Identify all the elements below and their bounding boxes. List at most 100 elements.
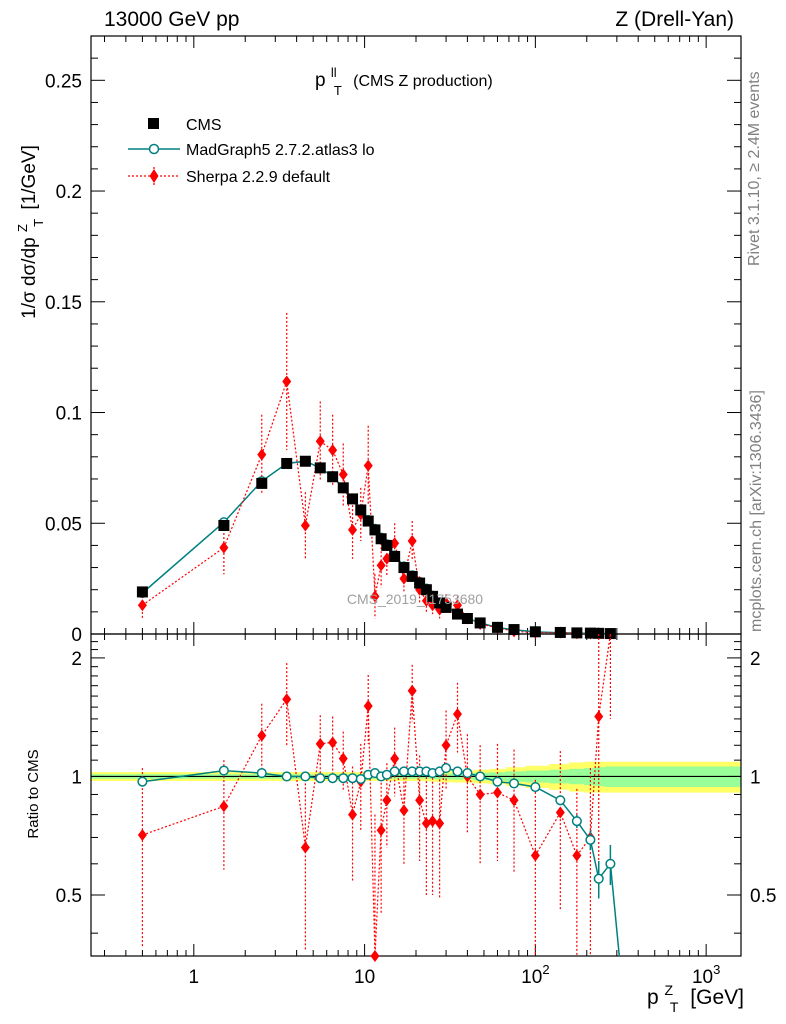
- madgraph-ratio-point: [398, 766, 409, 777]
- plot-title-var: p: [315, 70, 326, 91]
- cms-point: [355, 504, 367, 516]
- x-tick-label: 10: [354, 967, 375, 988]
- cms-point: [584, 627, 596, 639]
- y-tick-label-main: 0.2: [56, 182, 82, 203]
- sherpa-point: [348, 523, 358, 536]
- madgraph-ratio-point: [218, 765, 229, 776]
- madgraph-ratio-point: [300, 771, 311, 782]
- cms-point: [474, 617, 486, 629]
- cms-point: [218, 519, 230, 531]
- sherpa-ratio-point: [530, 849, 540, 862]
- sherpa-ratio-point: [328, 736, 338, 749]
- cms-point: [381, 539, 393, 551]
- madgraph-ratio-point: [256, 768, 267, 779]
- sherpa-ratio-point: [376, 824, 386, 837]
- axis-labels: 1 10 102 103 0 0.05 0.1 0.15 0.2 0.25 0.5 0.5 1 1 2 2: [45, 71, 776, 988]
- x-axis-label-unit: [GeV]: [690, 986, 744, 1009]
- sherpa-ratio-point: [300, 841, 310, 854]
- y-tick-label-ratio-right: 0.5: [750, 886, 776, 907]
- y-tick-label-ratio-right: 2: [750, 649, 761, 670]
- sherpa-ratio-point: [428, 815, 438, 828]
- sherpa-ratio-point: [219, 800, 229, 813]
- sherpa-point: [390, 537, 400, 550]
- header-left: 13000 GeV pp: [104, 8, 240, 31]
- legend-marker-cms: [148, 118, 159, 129]
- legend-label-sherpa: Sherpa 2.2.9 default: [186, 169, 331, 186]
- sherpa-ratio-point: [435, 817, 445, 830]
- sherpa-ratio-point: [415, 794, 425, 807]
- x-axis-label-sup: Z: [664, 982, 673, 998]
- madgraph-ratio-point: [492, 776, 503, 787]
- sherpa-point: [376, 559, 386, 572]
- madgraph-ratio-point: [585, 834, 596, 845]
- ratio-uncertainty-band: [91, 761, 741, 793]
- madgraph-ratio-point: [137, 776, 148, 787]
- cms-point: [440, 601, 452, 613]
- sherpa-point: [219, 541, 229, 554]
- cms-point: [398, 562, 410, 574]
- x-axis-label: p Z T [GeV]: [647, 977, 744, 1017]
- sherpa-ratio-point: [257, 729, 267, 742]
- legend-marker-madgraph: [148, 143, 160, 155]
- sherpa-ratio-line: [142, 633, 611, 957]
- madgraph-ratio-point: [530, 781, 541, 793]
- cms-point: [337, 482, 349, 494]
- sherpa-point: [399, 572, 409, 585]
- y-axis-label-main: 1/σ dσ/dp Z T [1/GeV]: [11, 145, 48, 319]
- y-axis-label-main-text: 1/σ dσ/dp: [19, 237, 40, 319]
- madgraph-ratio-point: [593, 873, 604, 884]
- series-cms: [136, 455, 616, 640]
- madgraph-ratio-point: [508, 778, 520, 789]
- sherpa-point: [257, 448, 267, 461]
- sherpa-point: [338, 468, 348, 481]
- sherpa-ratio-point: [407, 684, 417, 697]
- cms-point: [406, 570, 418, 582]
- sherpa-ratio-point: [338, 752, 348, 765]
- y-tick-label-main: 0.1: [56, 404, 82, 425]
- x-tick-label: 102: [521, 962, 549, 988]
- cms-point: [369, 524, 381, 536]
- cms-point: [136, 586, 148, 598]
- sherpa-ratio-point: [572, 849, 582, 862]
- sherpa-ratio-point: [348, 808, 358, 821]
- cms-point: [420, 584, 432, 596]
- x-axis-label-sub: T: [670, 999, 679, 1015]
- cms-point: [414, 577, 426, 589]
- madgraph-line: [141, 460, 611, 635]
- cms-point: [434, 597, 446, 609]
- madgraph-ratio-point: [462, 768, 473, 779]
- sherpa-point: [315, 435, 325, 448]
- sherpa-point: [328, 444, 338, 457]
- x-tick-label: 103: [692, 962, 720, 988]
- sherpa-ratio-point: [363, 699, 373, 712]
- sherpa-ratio-point: [390, 752, 400, 765]
- plot-title-sub: T: [334, 83, 342, 98]
- y-tick-label-ratio-right: 1: [750, 767, 761, 788]
- plot-title-rest: (CMS Z production): [353, 73, 493, 90]
- sherpa-point: [370, 590, 380, 603]
- madgraph-ratio-point: [571, 816, 582, 827]
- sherpa-ratio-point: [594, 710, 604, 723]
- cms-point: [427, 590, 439, 602]
- x-axis-label-text: p: [647, 986, 659, 1009]
- sherpa-ratio-point: [370, 950, 380, 962]
- cms-point: [256, 477, 268, 489]
- sherpa-ratio-point: [492, 786, 502, 799]
- madgraph-ratio-point: [338, 773, 349, 784]
- madgraph-ratio-point: [347, 773, 358, 784]
- y-tick-label-main: 0: [71, 625, 82, 646]
- y-tick-label-ratio-left: 2: [71, 649, 82, 670]
- madgraph-ratio-point: [315, 773, 326, 784]
- y-tick-label-ratio-left: 0.5: [56, 886, 82, 907]
- y-tick-label-ratio-left: 1: [71, 767, 82, 788]
- madgraph-ratio-point: [475, 771, 486, 782]
- legend: CMS MadGraph5 2.7.2.atlas3 lo Sherpa 2.2…: [128, 117, 375, 186]
- ratio-series: [137, 633, 621, 962]
- madgraph-ratio-point: [389, 766, 400, 777]
- sherpa-point: [300, 519, 310, 532]
- y-tick-label-main: 0.15: [45, 293, 82, 314]
- sherpa-point: [453, 599, 463, 612]
- sherpa-ratio-point: [421, 817, 431, 830]
- header-right: Z (Drell-Yan): [615, 8, 734, 31]
- sherpa-ratio-point: [453, 708, 463, 721]
